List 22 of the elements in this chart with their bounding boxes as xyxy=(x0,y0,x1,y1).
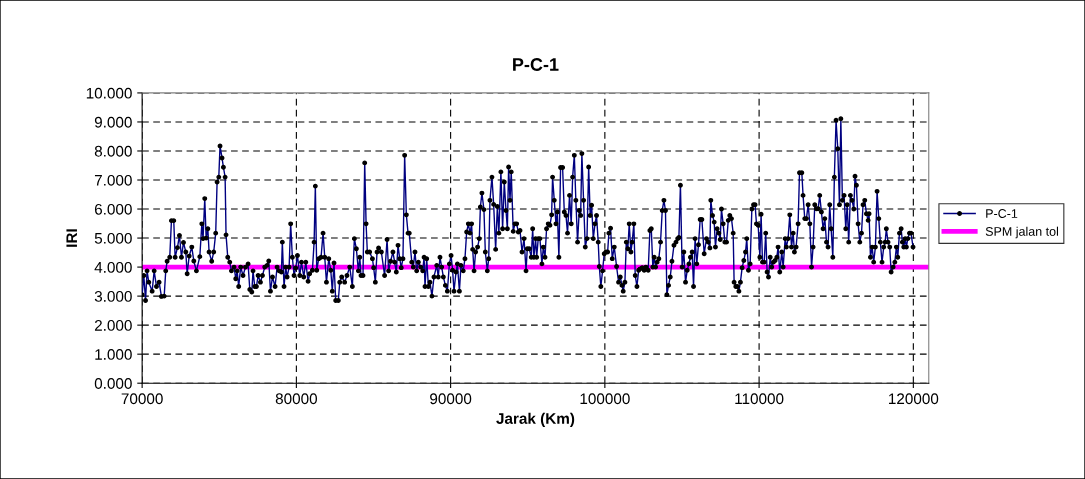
y-tick-label: 5.000 xyxy=(94,232,132,244)
x-tick-label: 110000 xyxy=(735,393,784,405)
legend-label: SPM jalan tol xyxy=(985,226,1058,239)
y-tick-label: 7.000 xyxy=(94,174,132,186)
y-tick-label: 8.000 xyxy=(94,145,132,157)
y-tick-label: 0.000 xyxy=(94,378,132,389)
y-axis-title: IRI xyxy=(66,229,77,247)
x-axis-title: Jarak (Km) xyxy=(496,412,575,427)
chart-title: P-C-1 xyxy=(513,58,559,71)
y-tick-label: 3.000 xyxy=(94,290,132,302)
x-tick-label: 100000 xyxy=(580,393,630,405)
y-tick-label: 2.000 xyxy=(94,320,132,331)
x-tick-label: 70000 xyxy=(121,393,163,405)
x-tick-label: 120000 xyxy=(889,393,939,405)
y-tick-label: 10.000 xyxy=(86,87,132,99)
x-tick-label: 80000 xyxy=(275,393,318,405)
y-tick-label: 4.000 xyxy=(94,261,132,273)
x-tick-label: 90000 xyxy=(430,393,472,405)
y-tick-label: 6.000 xyxy=(94,203,132,215)
y-tick-label: 9.000 xyxy=(94,116,132,128)
y-tick-label: 1.000 xyxy=(95,349,132,360)
legend-label: P-C-1 xyxy=(986,209,1018,218)
